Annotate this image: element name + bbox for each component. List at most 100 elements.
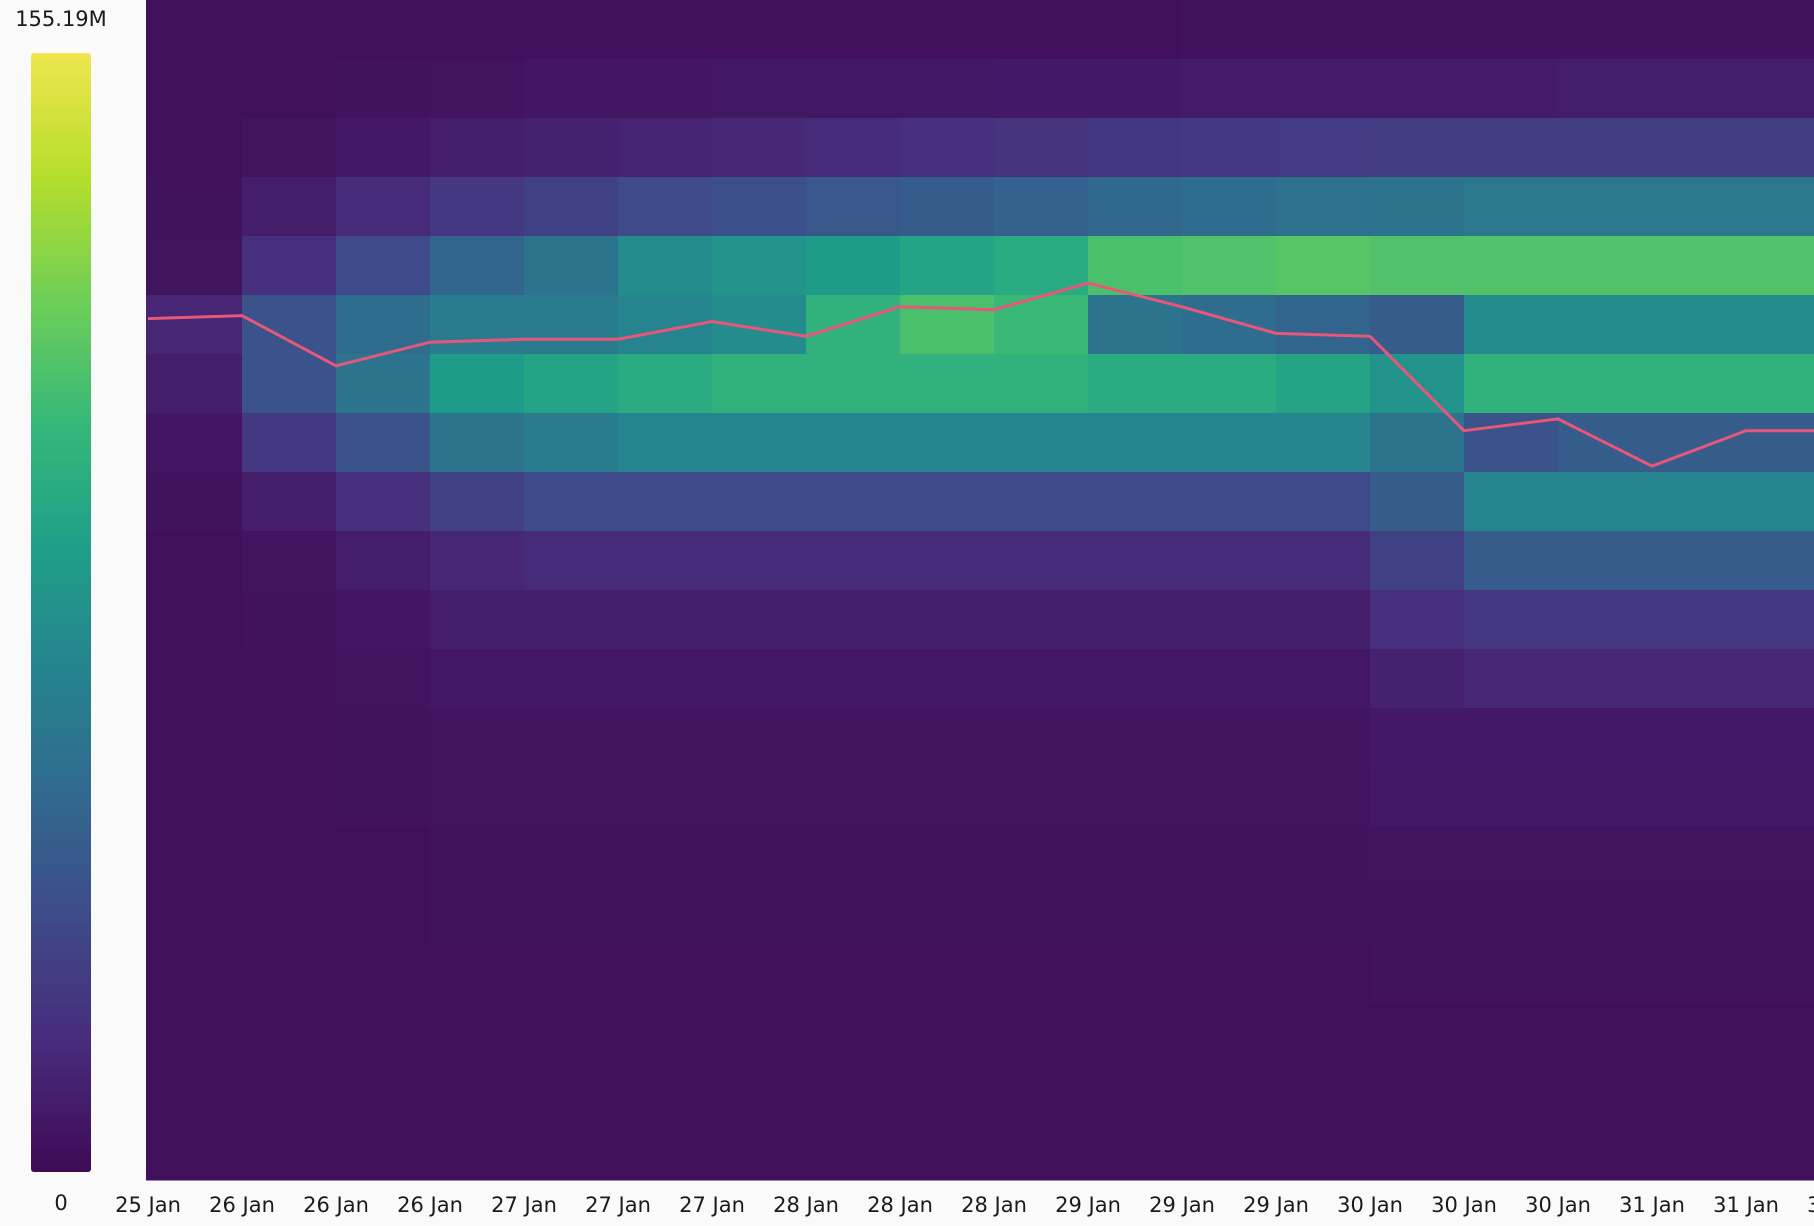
heatmap-cell	[1558, 295, 1653, 355]
heatmap-cell	[900, 708, 995, 768]
heatmap-cell	[336, 1003, 431, 1063]
heatmap-cell	[1088, 177, 1183, 237]
heatmap-cell	[1558, 177, 1653, 237]
heatmap-cell	[1182, 118, 1277, 178]
heatmap-cell	[1746, 1003, 1814, 1063]
heatmap-cell	[900, 649, 995, 709]
heatmap-cell	[900, 590, 995, 650]
heatmap-cell	[1558, 59, 1653, 119]
heatmap-cell	[1370, 413, 1465, 473]
heatmap-cell	[430, 59, 525, 119]
heatmap-cell	[1182, 472, 1277, 532]
heatmap-cell	[900, 767, 995, 827]
heatmap-cell	[806, 1062, 901, 1122]
heatmap-cell	[1088, 944, 1183, 1004]
heatmap-cell	[146, 1003, 243, 1063]
heatmap-cell	[1558, 0, 1653, 60]
heatmap-cell	[336, 1062, 431, 1122]
heatmap-cell	[1276, 531, 1371, 591]
heatmap-cell	[146, 649, 243, 709]
heatmap-cell	[336, 708, 431, 768]
heatmap-cell	[1746, 531, 1814, 591]
heatmap-cell	[146, 531, 243, 591]
heatmap-cell	[1558, 236, 1653, 296]
heatmap-cell	[1088, 59, 1183, 119]
heatmap-cell	[1370, 590, 1465, 650]
heatmap-cell	[146, 944, 243, 1004]
x-tick-label: 26 Jan	[209, 1193, 275, 1217]
heatmap-cell	[1464, 413, 1559, 473]
heatmap-cell	[1464, 118, 1559, 178]
heatmap-cell	[430, 767, 525, 827]
heatmap-cell	[1088, 0, 1183, 60]
heatmap-cell	[1558, 826, 1653, 886]
x-tick-label: 31 Jan	[1713, 1193, 1779, 1217]
heatmap-cell	[336, 767, 431, 827]
heatmap-cell	[618, 1003, 713, 1063]
heatmap-cell	[524, 177, 619, 237]
heatmap-cell	[712, 1062, 807, 1122]
heatmap-cell	[712, 413, 807, 473]
heatmap-cell	[1088, 472, 1183, 532]
heatmap-cell	[712, 590, 807, 650]
heatmap-cell	[336, 531, 431, 591]
heatmap-cell	[806, 531, 901, 591]
heatmap-cell	[242, 767, 337, 827]
heatmap-cell	[524, 413, 619, 473]
heatmap-cell	[900, 177, 995, 237]
heatmap-cell	[994, 236, 1089, 296]
heatmap-cell	[994, 177, 1089, 237]
heatmap-cell	[146, 118, 243, 178]
heatmap-cell	[1746, 236, 1814, 296]
x-tick-label: 28 Jan	[961, 1193, 1027, 1217]
heatmap-cell	[1370, 826, 1465, 886]
heatmap-cell	[618, 472, 713, 532]
heatmap-cell	[146, 177, 243, 237]
heatmap-cell	[1088, 354, 1183, 414]
heatmap-cell	[1276, 295, 1371, 355]
x-tick-label: 26 Jan	[397, 1193, 463, 1217]
heatmap-cell	[712, 177, 807, 237]
heatmap-cell	[1276, 236, 1371, 296]
heatmap-cell	[146, 236, 243, 296]
heatmap-cell	[618, 354, 713, 414]
heatmap-cell	[146, 295, 243, 355]
x-tick-label: 30 Jan	[1431, 1193, 1497, 1217]
heatmap-cell	[336, 413, 431, 473]
heatmap-cell	[618, 708, 713, 768]
heatmap-cell	[994, 885, 1089, 945]
heatmap-cell	[336, 0, 431, 60]
heatmap-cell	[618, 590, 713, 650]
heatmap-cell	[1652, 944, 1747, 1004]
heatmap-cell	[524, 767, 619, 827]
heatmap-cell	[1558, 118, 1653, 178]
heatmap-cell	[1182, 1003, 1277, 1063]
heatmap-cell	[146, 354, 243, 414]
heatmap-cell	[1558, 885, 1653, 945]
heatmap-cell	[146, 413, 243, 473]
heatmap-cell	[1464, 472, 1559, 532]
heatmap-cell	[806, 590, 901, 650]
heatmap-cell	[1558, 708, 1653, 768]
heatmap-cell	[806, 708, 901, 768]
colorbar-label: 155.19M	[15, 7, 107, 31]
heatmap-cell	[900, 472, 995, 532]
heatmap-cell	[712, 1003, 807, 1063]
heatmap-cell	[1652, 649, 1747, 709]
heatmap-cell	[994, 472, 1089, 532]
heatmap-cell	[1746, 177, 1814, 237]
heatmap-cell	[1088, 1121, 1183, 1181]
heatmap-cell	[994, 118, 1089, 178]
colorbar	[31, 53, 91, 1172]
x-tick-label: 30 Jan	[1525, 1193, 1591, 1217]
heatmap-cell	[712, 531, 807, 591]
heatmap-cell	[1088, 767, 1183, 827]
heatmap-cell	[712, 944, 807, 1004]
heatmap-cell	[1088, 1062, 1183, 1122]
heatmap-cell	[994, 1121, 1089, 1181]
heatmap-cell	[806, 0, 901, 60]
heatmap-cell	[1276, 472, 1371, 532]
heatmap-cell	[242, 118, 337, 178]
heatmap-cell	[242, 531, 337, 591]
